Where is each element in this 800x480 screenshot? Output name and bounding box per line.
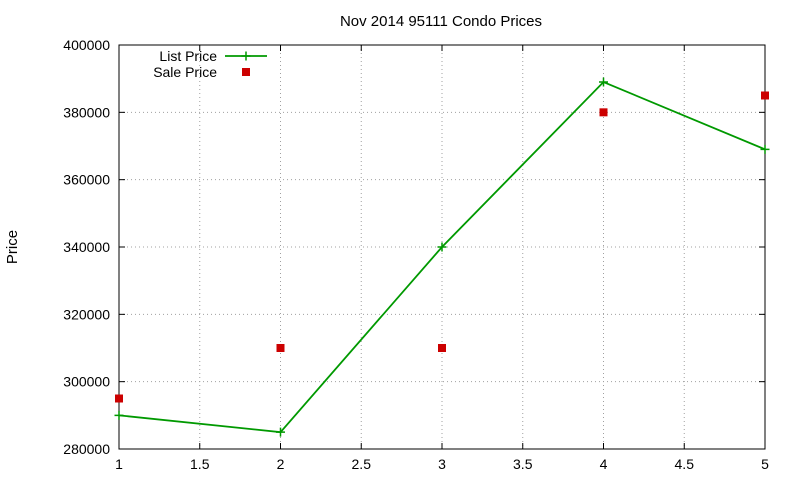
data-point-plus — [599, 77, 608, 87]
x-tick-label: 5 — [761, 456, 769, 472]
y-axis-label: Price — [4, 230, 21, 264]
x-tick-label: 2 — [277, 456, 285, 472]
x-tick-label: 4 — [600, 456, 608, 472]
data-point-plus — [437, 242, 447, 252]
legend-label: List Price — [159, 48, 217, 64]
y-tick-label: 400000 — [63, 37, 110, 53]
x-tick-label: 1 — [115, 456, 123, 472]
data-point-plus — [114, 410, 124, 420]
x-tick-label: 2.5 — [352, 456, 372, 472]
plot-frame — [118, 44, 766, 450]
axes: 1 1.5 2 2.5 3 3.5 4 4.5 5 280000 300000 320000 34000… — [63, 37, 769, 472]
data-point-plus — [276, 427, 285, 437]
x-tick-label: 1.5 — [190, 456, 210, 472]
data-point-square — [438, 344, 446, 352]
y-tick-label: 280000 — [63, 441, 110, 457]
y-tick-label: 380000 — [63, 104, 110, 120]
y-tick-label: 320000 — [63, 306, 110, 322]
series-list-price — [114, 77, 770, 437]
y-tick-label: 360000 — [63, 172, 110, 188]
legend-square-marker — [242, 68, 250, 76]
y-tick-label: 300000 — [63, 374, 110, 390]
data-point-plus — [760, 144, 770, 154]
x-tick-label: 4.5 — [675, 456, 695, 472]
data-point-square — [276, 344, 285, 352]
x-tick-label: 3.5 — [513, 456, 533, 472]
plot-series — [114, 77, 770, 437]
data-point-square — [761, 91, 769, 100]
x-tick-label: 3 — [438, 456, 446, 472]
y-tick-label: 340000 — [63, 239, 110, 255]
legend-label: Sale Price — [153, 64, 217, 80]
legend-plus-marker — [241, 51, 251, 61]
data-point-square — [599, 108, 608, 117]
chart-title: Nov 2014 95111 Condo Prices — [340, 13, 542, 30]
data-point-square — [115, 394, 123, 403]
series-sale-price — [115, 91, 769, 403]
